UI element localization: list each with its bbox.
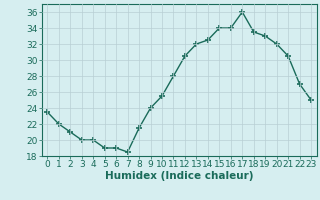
- X-axis label: Humidex (Indice chaleur): Humidex (Indice chaleur): [105, 171, 253, 181]
